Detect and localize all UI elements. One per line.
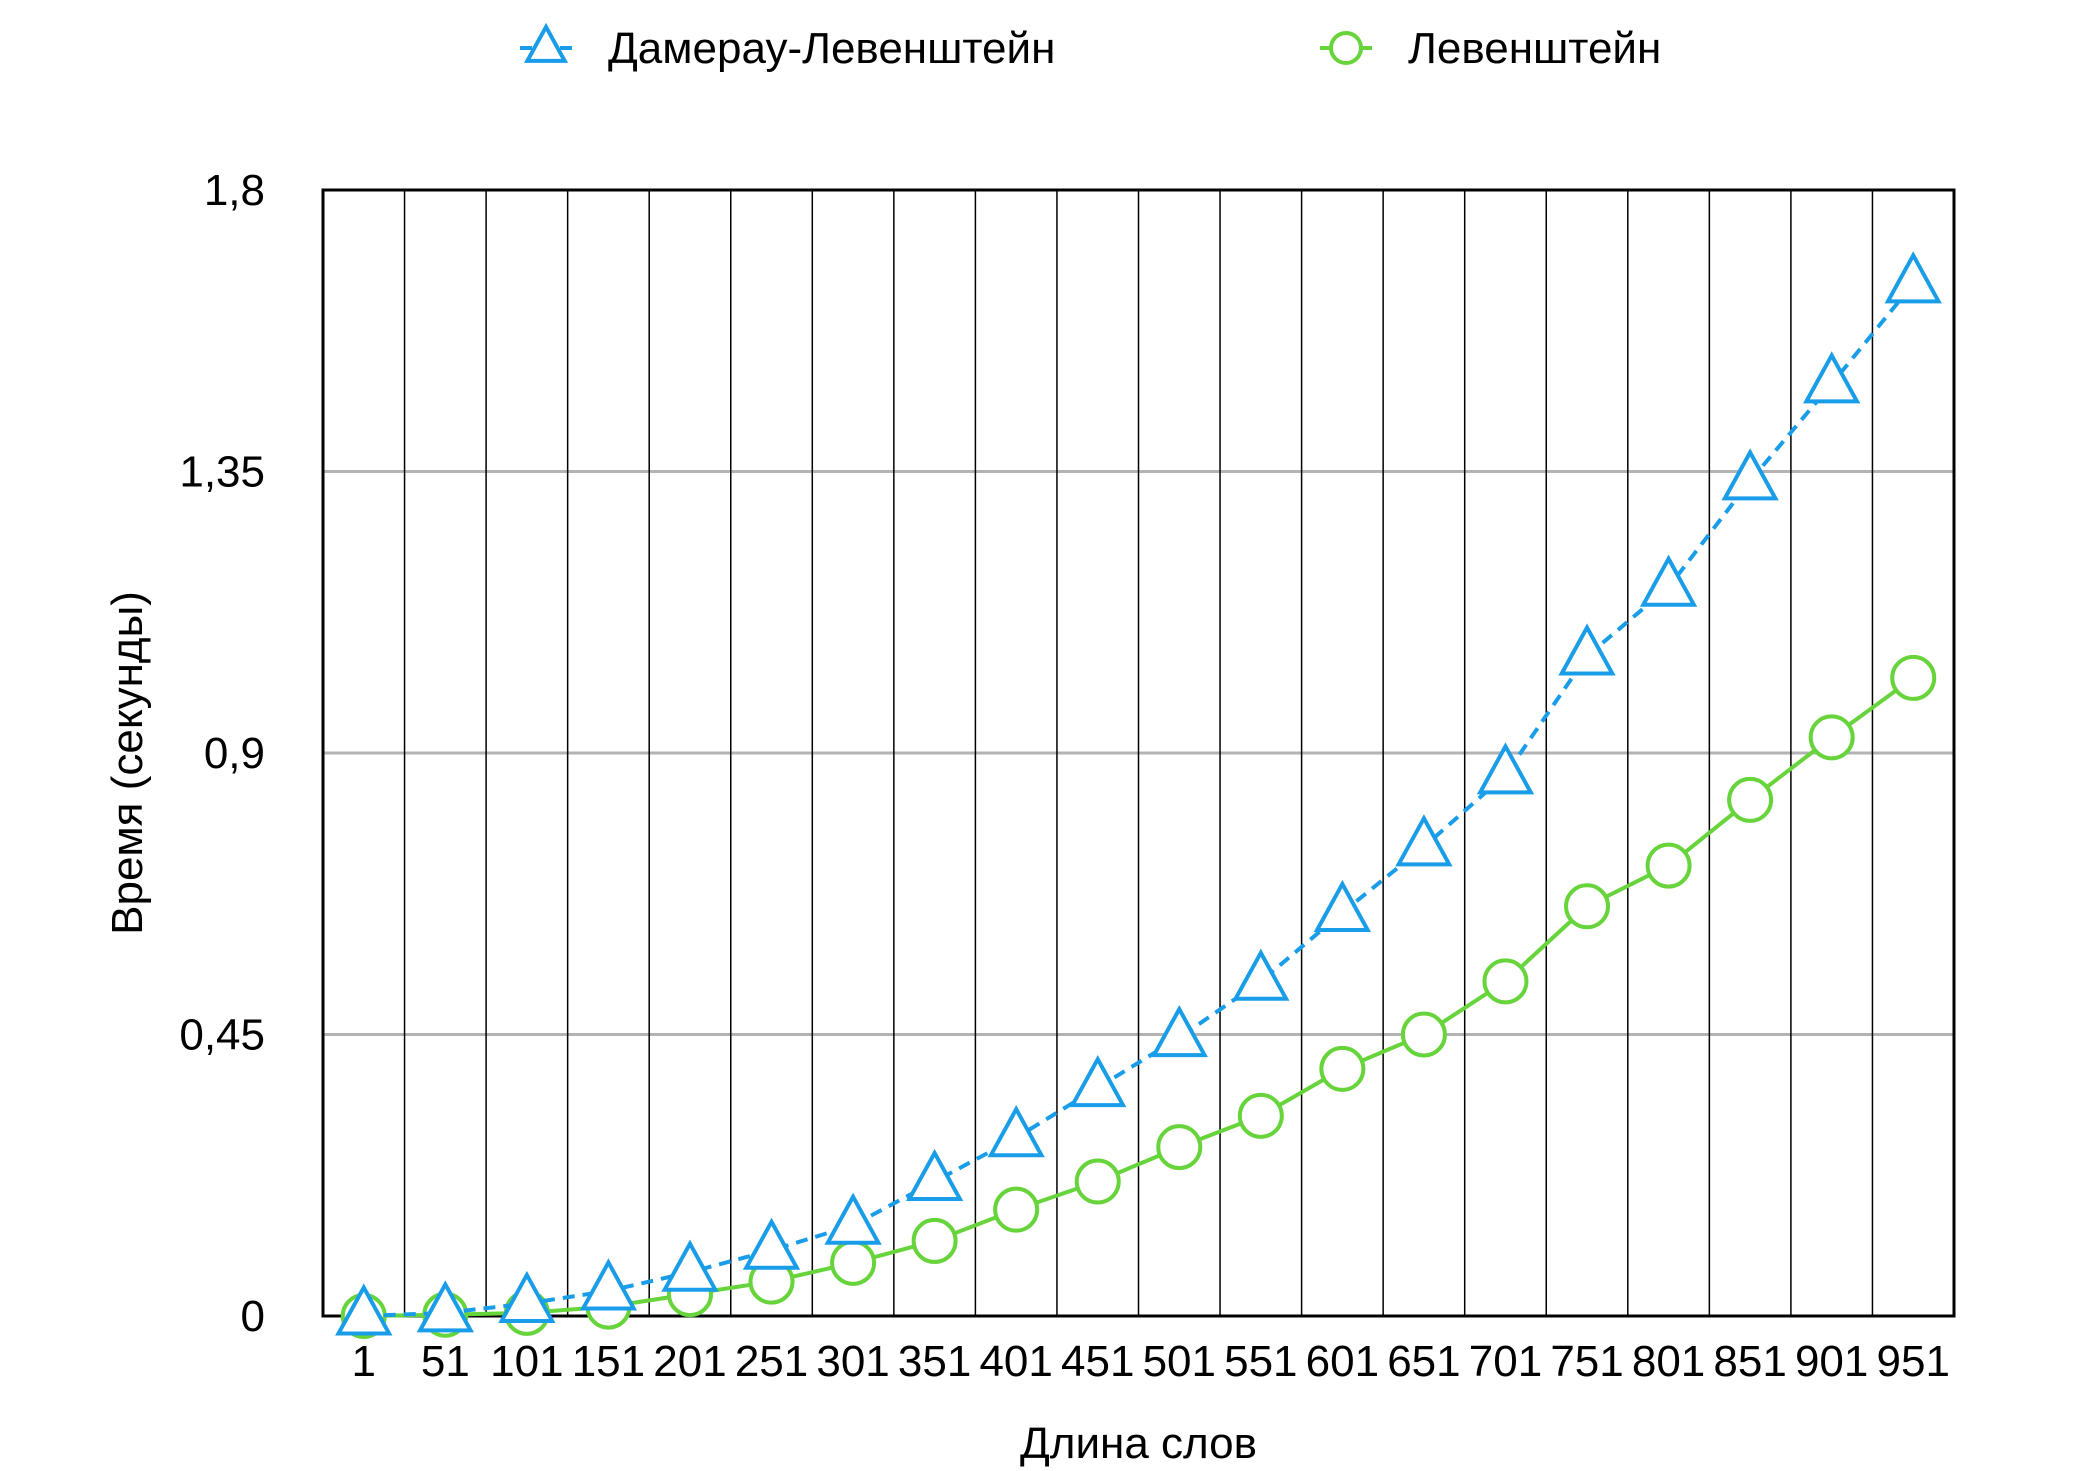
x-tick-label: 951 <box>1877 1337 1950 1386</box>
data-point <box>1156 1124 1203 1171</box>
data-point <box>1884 251 1942 304</box>
data-point <box>579 1258 638 1311</box>
data-point <box>1482 958 1529 1005</box>
x-tick-label: 851 <box>1713 1337 1786 1386</box>
x-tick-label: 801 <box>1632 1337 1705 1386</box>
y-tick-label: 1,8 <box>204 166 265 215</box>
data-point <box>1808 714 1855 761</box>
data-point <box>1074 1158 1121 1205</box>
data-point <box>1639 554 1698 607</box>
data-point <box>1564 883 1611 930</box>
data-point <box>1237 1092 1284 1139</box>
x-tick-label: 501 <box>1143 1337 1216 1386</box>
data-point <box>824 1192 882 1245</box>
legend-entry: Дамерау-Левенштейн <box>520 22 1055 73</box>
data-point <box>1150 1004 1208 1058</box>
series-layer <box>335 251 1942 1339</box>
x-tick-label: 401 <box>979 1337 1052 1386</box>
legend-label: Левенштейн <box>1408 24 1661 73</box>
data-point <box>416 1280 475 1333</box>
data-point <box>1645 842 1692 889</box>
x-tick-label: 101 <box>490 1337 563 1386</box>
y-tick-label: 0,45 <box>179 1011 265 1060</box>
legend-marker <box>1329 31 1363 65</box>
data-point <box>498 1270 556 1323</box>
legend: Дамерау-Левенштейн Левенштейн <box>520 22 1661 73</box>
x-axis-title: Длина слов <box>1020 1419 1257 1468</box>
data-point <box>1721 448 1779 501</box>
data-point <box>987 1105 1045 1158</box>
x-tick-label: 1 <box>352 1337 376 1386</box>
data-point <box>742 1217 801 1270</box>
vertical-gridlines <box>403 190 1874 1316</box>
data-point <box>1476 742 1535 795</box>
x-tick-label: 251 <box>735 1337 808 1386</box>
x-tick-label: 901 <box>1795 1337 1868 1386</box>
x-axis-tick-labels: 1 51 101 151 201 251 301 351 401 451 501 551 601 651 7… <box>352 1337 1950 1386</box>
data-point <box>1890 654 1937 701</box>
legend-label: Дамерау-Левенштейн <box>608 24 1055 73</box>
x-tick-label: 51 <box>421 1337 470 1386</box>
x-tick-label: 351 <box>898 1337 971 1386</box>
x-tick-label: 301 <box>816 1337 889 1386</box>
data-point <box>661 1239 719 1292</box>
data-point <box>1313 879 1372 932</box>
x-tick-label: 751 <box>1550 1337 1623 1386</box>
x-tick-label: 551 <box>1224 1337 1297 1386</box>
y-axis-tick-labels: 0 0,45 0,9 1,35 1,8 <box>179 166 265 1341</box>
x-tick-label: 601 <box>1306 1337 1379 1386</box>
legend-entry: Левенштейн <box>1320 24 1661 73</box>
data-point <box>1727 776 1774 823</box>
y-tick-label: 1,35 <box>179 448 265 497</box>
y-axis-title: Время (секунды) <box>103 591 152 935</box>
y-tick-label: 0 <box>241 1292 265 1341</box>
data-point <box>1232 948 1290 1001</box>
x-tick-label: 701 <box>1469 1337 1542 1386</box>
y-tick-label: 0,9 <box>204 729 265 778</box>
data-point <box>1400 1011 1447 1058</box>
x-tick-label: 201 <box>653 1337 726 1386</box>
data-point <box>1558 623 1616 676</box>
x-tick-label: 651 <box>1387 1337 1460 1386</box>
data-point <box>1319 1045 1366 1092</box>
data-point <box>1802 351 1861 404</box>
x-tick-label: 151 <box>572 1337 645 1386</box>
data-point <box>905 1148 964 1201</box>
data-point <box>1395 814 1453 867</box>
data-point <box>335 1283 393 1336</box>
data-point <box>1069 1055 1127 1108</box>
x-tick-label: 451 <box>1061 1337 1134 1386</box>
data-point <box>830 1239 877 1286</box>
plot-area-frame <box>321 188 1956 1318</box>
legend-marker <box>523 22 569 63</box>
data-point <box>911 1217 958 1264</box>
data-point <box>993 1186 1040 1233</box>
series-damerau-levenshtein <box>335 251 1942 1336</box>
